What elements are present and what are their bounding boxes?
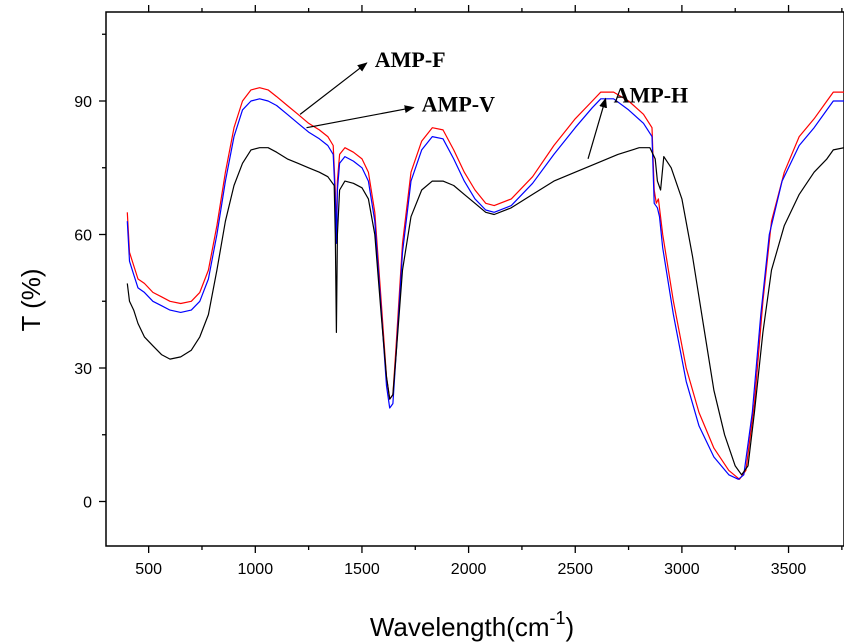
- x-tick-label: 1500: [344, 561, 380, 578]
- annotation-arrow: [299, 62, 368, 115]
- series-layer: [126, 87, 844, 480]
- y-tick-label: 30: [74, 361, 92, 378]
- annotation-label: AMP-F: [375, 47, 446, 72]
- annotation-arrow: [306, 105, 415, 129]
- annotation-label: AMP-V: [422, 91, 495, 116]
- x-tick-label: 1000: [238, 561, 274, 578]
- axis-ticks: 500 1000 1500 2000 2500 3000 3500 0 30 60 90: [74, 5, 843, 578]
- x-tick-label: 2500: [557, 561, 593, 578]
- x-axis-title-main: Wavelength(cm: [370, 612, 550, 642]
- x-tick-label: 3000: [664, 561, 700, 578]
- plot-frame: [105, 11, 844, 547]
- series-line-amp-v: [126, 98, 844, 480]
- x-axis-title: Wavelength(cm-1): [370, 608, 574, 642]
- y-tick-label: 60: [74, 228, 92, 245]
- x-tick-label: 500: [135, 561, 162, 578]
- annotation-label: AMP-H: [614, 83, 689, 108]
- annotation-layer: AMP-F AMP-V AMP-H: [299, 47, 689, 160]
- x-axis-title-superscript: -1: [549, 608, 565, 628]
- annotation-arrow: [587, 97, 607, 160]
- x-tick-label: 2000: [451, 561, 487, 578]
- y-axis-title: T (%): [16, 268, 46, 331]
- y-tick-label: 90: [74, 94, 92, 111]
- y-tick-label: 0: [83, 495, 92, 512]
- x-axis-title-close: ): [566, 612, 575, 642]
- series-line-amp-h: [126, 147, 844, 476]
- series-line-amp-f: [126, 87, 844, 480]
- x-tick-label: 3500: [771, 561, 807, 578]
